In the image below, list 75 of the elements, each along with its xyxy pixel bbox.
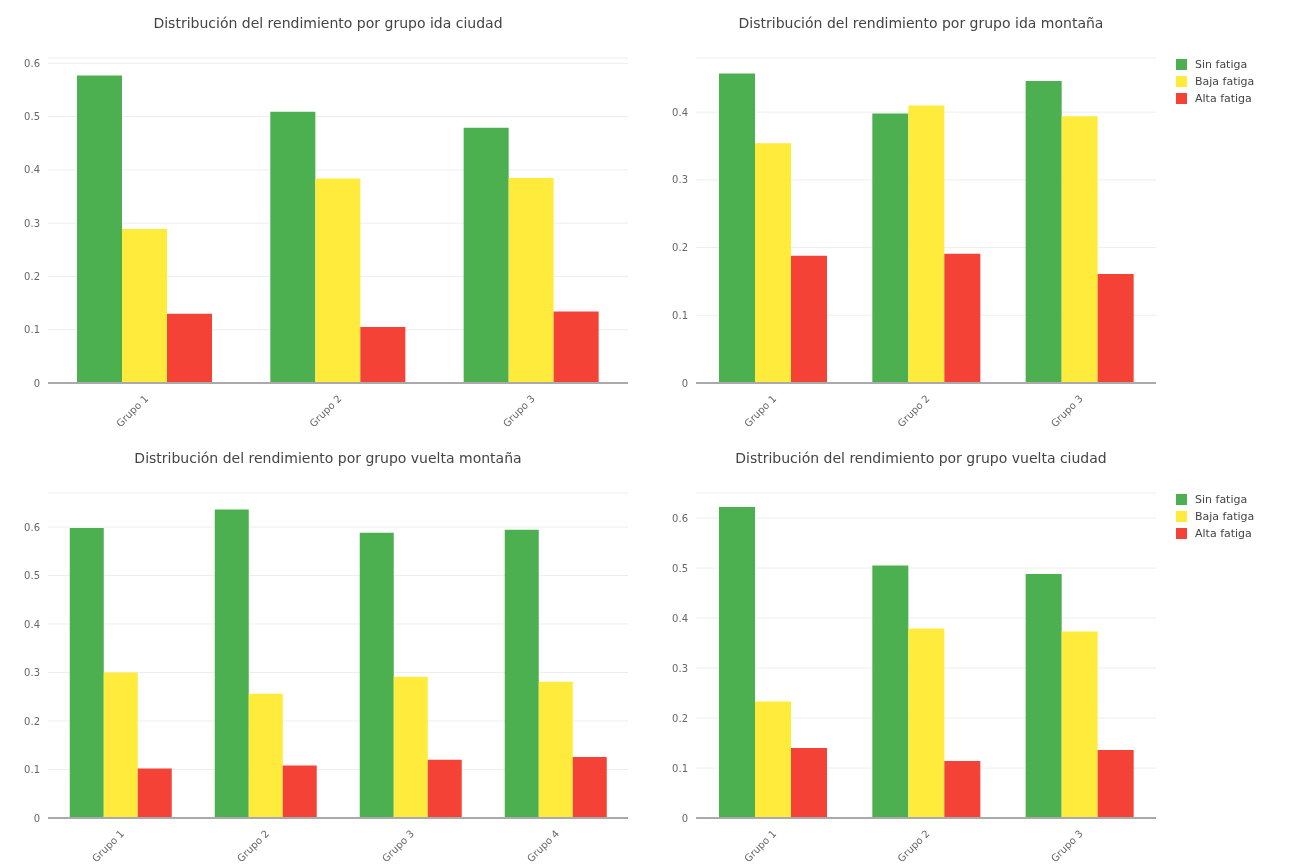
y-tick-label: 0: [681, 812, 688, 824]
chart-title: Distribución del rendimiento por grupo ida ciudad: [152, 14, 504, 33]
bar: [719, 507, 755, 818]
bar: [755, 143, 791, 383]
bar: [872, 113, 909, 383]
y-tick-label: 0.3: [24, 667, 40, 679]
bar: [360, 327, 406, 383]
chart-title: Distribución del rendimiento por grupo vuelta montaña: [133, 449, 523, 468]
y-tick-label: 0: [681, 377, 688, 389]
legend-label: Sin fatiga: [1195, 58, 1248, 71]
bar: [908, 105, 945, 383]
y-tick-label: 0.6: [24, 521, 40, 533]
y-tick-label: 0.1: [24, 764, 40, 776]
bar: [791, 748, 827, 818]
bar: [572, 756, 607, 818]
y-tick-label: 0.1: [672, 762, 688, 774]
bar: [359, 532, 394, 818]
legend-label: Alta fatiga: [1195, 92, 1252, 105]
y-tick-label: 0.2: [672, 242, 688, 254]
bar: [282, 765, 317, 818]
bar: [1097, 273, 1134, 383]
bar: [1025, 81, 1062, 383]
bar: [791, 255, 827, 383]
bar: [1025, 574, 1062, 818]
y-tick-label: 0.1: [672, 309, 688, 321]
bar: [315, 178, 361, 383]
y-tick-label: 0: [33, 812, 40, 824]
bar: [69, 527, 104, 818]
bar: [508, 177, 554, 383]
y-tick-label: 0.2: [672, 712, 688, 724]
y-tick-label: 0.3: [672, 174, 688, 186]
y-tick-label: 0.4: [672, 612, 688, 624]
y-tick-label: 0.2: [24, 270, 40, 282]
y-tick-label: 0.6: [672, 512, 688, 524]
legend-label: Sin fatiga: [1195, 493, 1248, 506]
bar: [553, 311, 599, 383]
y-tick-label: 0.2: [24, 715, 40, 727]
legend-label: Baja fatiga: [1195, 75, 1255, 88]
bar: [538, 681, 573, 818]
y-tick-label: 0.4: [672, 106, 688, 118]
y-tick-label: 0.5: [24, 570, 40, 582]
y-tick-label: 0.1: [24, 324, 40, 336]
bar: [1061, 116, 1098, 383]
bar: [463, 127, 509, 383]
y-tick-label: 0: [33, 377, 40, 389]
bar: [270, 111, 316, 383]
bar: [1097, 750, 1134, 818]
y-tick-label: 0.4: [24, 618, 40, 630]
bar: [393, 676, 428, 818]
bar: [504, 529, 539, 818]
bar: [427, 759, 462, 818]
legend-label: Baja fatiga: [1195, 510, 1255, 523]
y-tick-label: 0.5: [24, 111, 40, 123]
bar: [103, 672, 138, 818]
legend-label: Alta fatiga: [1195, 527, 1252, 540]
y-tick-label: 0.5: [672, 562, 688, 574]
bar: [944, 253, 981, 383]
y-tick-label: 0.3: [24, 217, 40, 229]
bar: [755, 701, 791, 818]
bar: [1061, 631, 1098, 818]
chart-title: Distribución del rendimiento por grupo vuelta ciudad: [734, 449, 1108, 468]
bar: [77, 75, 122, 383]
bar: [167, 313, 212, 383]
y-tick-label: 0.6: [24, 57, 40, 69]
bar: [944, 761, 981, 818]
bar: [122, 229, 167, 383]
y-tick-label: 0.4: [24, 164, 40, 176]
bar: [719, 73, 755, 383]
bar: [248, 693, 283, 818]
y-tick-label: 0.3: [672, 662, 688, 674]
bar: [872, 565, 909, 818]
bar: [137, 768, 172, 818]
chart-title: Distribución del rendimiento por grupo ida montaña: [737, 14, 1105, 33]
bar: [214, 509, 249, 818]
bar: [908, 628, 945, 818]
